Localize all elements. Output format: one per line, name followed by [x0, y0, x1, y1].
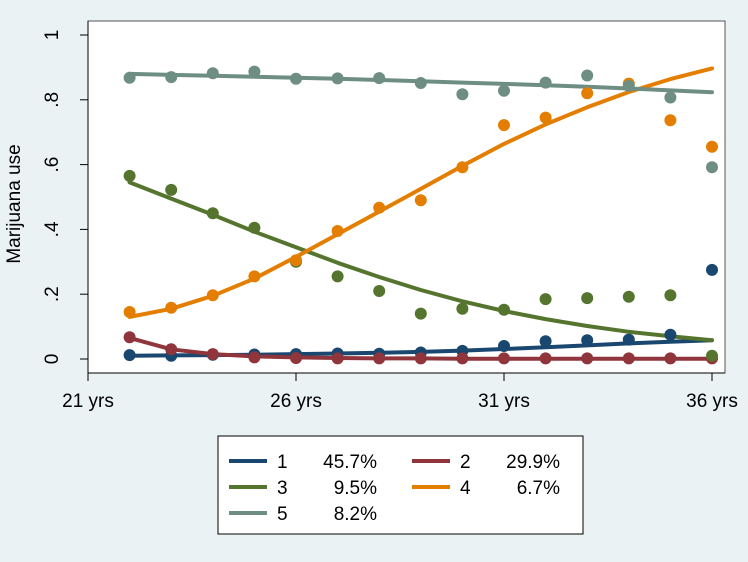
series-4-point [248, 270, 261, 283]
x-tick-label: 36 yrs [686, 391, 738, 412]
legend: 1 45.7% 2 29.9% 3 9.5% 4 6.7% 5 8.2% [229, 452, 560, 525]
series-3-point [206, 207, 219, 220]
y-tick-label: .4 [42, 221, 63, 237]
series-3-point [706, 349, 718, 362]
series-3-point [331, 270, 344, 283]
x-tick-label: 31 yrs [478, 391, 530, 412]
series-5-point [165, 71, 178, 84]
legend-share-2: 29.9% [506, 452, 560, 473]
series-2-point [414, 352, 427, 365]
series-4-point [581, 87, 594, 100]
series-3-point [456, 302, 469, 315]
legend-label-3: 3 [277, 478, 288, 499]
series-3-point [581, 292, 594, 305]
series-4-point [331, 225, 344, 237]
series-2-point [206, 348, 219, 361]
series-3-point [498, 303, 510, 316]
x-axis-ticks: 21 yrs 26 yrs 31 yrs 36 yrs [62, 373, 738, 412]
series-3-point [373, 285, 386, 297]
series-5-point [456, 88, 469, 101]
y-tick-label: .2 [42, 286, 63, 302]
series-4-point [165, 301, 178, 314]
series-1-point [581, 334, 594, 347]
series-2-point [498, 352, 510, 365]
series-2-point [456, 352, 469, 365]
series-3-point [539, 293, 552, 306]
series-1-point [498, 340, 510, 352]
series-5-point [290, 72, 302, 85]
series-2-point [165, 343, 178, 356]
series-4-point [414, 194, 427, 207]
x-tick-label: 26 yrs [270, 391, 322, 412]
legend-share-5: 8.2% [334, 504, 377, 525]
series-4-point [456, 161, 469, 174]
series-4-point [123, 306, 136, 318]
series-5-point [331, 72, 344, 85]
series-4-point [706, 140, 718, 153]
legend-share-4: 6.7% [517, 478, 560, 499]
legend-label-2: 2 [460, 452, 471, 473]
series-2-point [123, 331, 136, 344]
series-5-point [373, 72, 386, 85]
series-5-point [664, 91, 677, 104]
series-4-point [206, 289, 219, 302]
series-2-point [290, 352, 302, 364]
series-3-point [664, 289, 677, 302]
series-4-fitted-line [127, 66, 714, 319]
series-1-point [123, 349, 136, 362]
series-1-point [664, 328, 677, 341]
legend-share-3: 9.5% [334, 478, 377, 499]
series-5-point [622, 79, 635, 92]
series-2-point [622, 352, 635, 365]
series-5-point [414, 77, 427, 89]
series-2-point [539, 352, 552, 365]
y-axis-ticks: 0 .2 .4 .6 .8 1 [42, 30, 88, 365]
legend-label-5: 5 [277, 504, 288, 525]
series-4-point [373, 201, 386, 214]
series-5-point [539, 76, 552, 89]
series-2-point [248, 351, 261, 364]
series-3-point [123, 169, 136, 182]
series-2-point [373, 352, 386, 365]
series-4-point [498, 119, 510, 132]
series-5-point [206, 67, 219, 80]
series-2-point [664, 352, 677, 365]
series-2-point [331, 352, 344, 365]
y-tick-label: .6 [42, 157, 63, 173]
y-tick-label: 1 [42, 30, 63, 41]
legend-share-1: 45.7% [323, 452, 377, 473]
series-5-point [581, 69, 594, 82]
series-3-point [165, 183, 178, 196]
series-1-point [539, 335, 552, 348]
series-3-point [248, 221, 261, 234]
series-3-point [622, 290, 635, 303]
series-1-point [706, 263, 718, 276]
y-tick-label: 0 [42, 354, 63, 365]
observed-points [123, 65, 718, 365]
series-5-point [498, 84, 510, 97]
series-4-point [664, 114, 677, 127]
legend-label-4: 4 [460, 478, 471, 499]
series-5-point [248, 65, 261, 78]
legend-box [217, 435, 584, 535]
y-tick-label: .8 [42, 92, 63, 108]
x-tick-label: 21 yrs [62, 391, 114, 412]
y-axis-title: Marijuana use [4, 144, 25, 263]
series-1-point [622, 333, 635, 346]
series-5-point [706, 161, 718, 174]
series-4-point [539, 111, 552, 124]
series-3-point [414, 307, 427, 320]
series-2-point [581, 352, 594, 365]
series-3-fitted-line [127, 180, 714, 343]
series-5-point [123, 71, 136, 84]
legend-label-1: 1 [277, 452, 288, 473]
series-4-point [290, 254, 302, 267]
